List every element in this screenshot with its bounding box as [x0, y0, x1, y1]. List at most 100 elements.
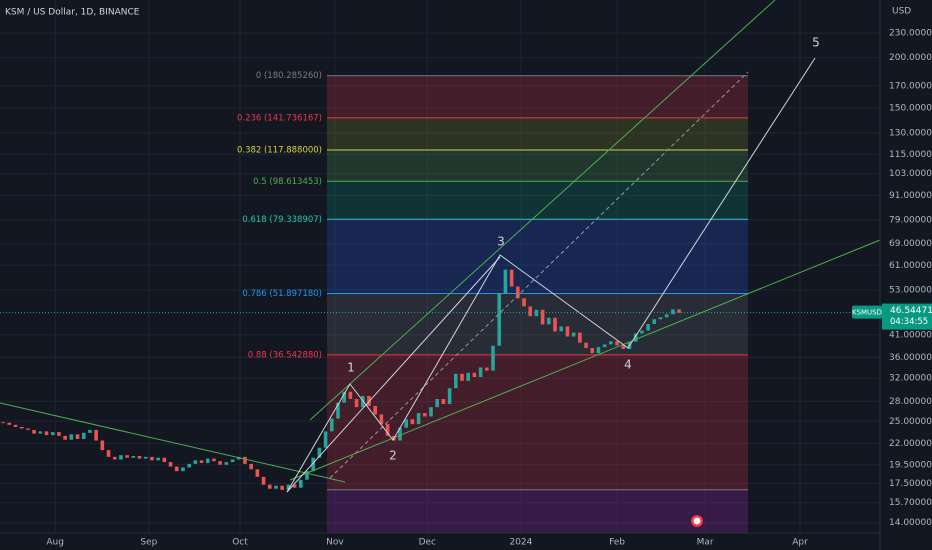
trend-line: [289, 239, 881, 481]
candles: [1, 269, 681, 490]
wave-label: 3: [497, 235, 505, 249]
candle: [553, 317, 557, 332]
x-tick-label: Sep: [140, 538, 157, 548]
candle: [224, 462, 229, 465]
grid: [0, 0, 880, 533]
candle: [7, 422, 12, 425]
event-icon: [693, 517, 701, 525]
x-tick-label: Aug: [46, 538, 64, 548]
fib-label: 0 (180.285260): [256, 71, 322, 81]
wave-label: 2: [389, 449, 397, 463]
wave-line: [286, 256, 501, 493]
fib-label: 0.5 (98.613453): [253, 177, 322, 187]
y-tick-label: 28.000000: [889, 397, 932, 407]
candle: [13, 424, 18, 427]
wave-label: 4: [624, 358, 632, 372]
fib-band: [327, 219, 748, 294]
candle: [187, 463, 191, 468]
y-tick-label: 22.000000: [889, 439, 932, 449]
candle: [311, 457, 315, 472]
candle: [323, 431, 328, 448]
candle: [298, 479, 303, 488]
candle: [205, 458, 210, 463]
axes: 230.000000 200.000000 170.000000 150.000000…: [46, 29, 932, 548]
candle: [590, 348, 595, 354]
candle: [472, 372, 477, 378]
y-tick-label: 170.000000: [889, 82, 932, 92]
candle: [410, 419, 415, 425]
candle: [57, 432, 61, 436]
y-tick-label: 150.000000: [889, 103, 932, 113]
fib-band: [327, 354, 748, 490]
candle: [342, 391, 346, 403]
y-tick-label: 103.000000: [889, 169, 932, 179]
candle: [354, 398, 359, 408]
fib-band: [327, 489, 748, 533]
candle: [516, 286, 520, 299]
candle: [534, 309, 539, 317]
candle: [243, 456, 247, 464]
candle: [379, 414, 384, 425]
candle: [218, 461, 222, 465]
fib-band: [327, 293, 748, 355]
fib-band: [327, 150, 748, 182]
y-tick-label: 15.700000: [889, 498, 932, 508]
y-tick-label: 200.000000: [889, 53, 932, 63]
candle: [423, 413, 427, 417]
x-tick-label: Nov: [326, 538, 344, 548]
candle: [547, 317, 551, 325]
candle: [94, 429, 98, 441]
candle: [261, 476, 266, 485]
candle: [168, 462, 173, 467]
countdown-label: 04:34:55: [890, 317, 928, 327]
fib-retracement: 0 (180.285260) 0.236 (141.736167) 0.382 (1…: [237, 71, 748, 533]
candle: [485, 367, 489, 371]
x-tick-label: Mar: [697, 538, 714, 548]
candle: [404, 419, 409, 428]
x-tick-label: 2024: [509, 538, 532, 548]
candle: [609, 341, 613, 345]
y-tick-label: 41.000000: [889, 330, 932, 340]
candle: [26, 428, 30, 430]
candle: [69, 434, 74, 440]
candle: [255, 469, 260, 477]
price-axis-panel: [880, 0, 932, 550]
candle: [658, 317, 663, 320]
candle: [88, 429, 92, 433]
candle: [19, 426, 24, 429]
candle: [478, 367, 483, 378]
candle: [497, 293, 502, 346]
candle: [181, 467, 185, 472]
x-tick-label: Dec: [419, 538, 436, 548]
y-tick-label: 115.000000: [889, 150, 932, 160]
candle: [435, 398, 440, 408]
candle: [100, 440, 105, 451]
candle: [373, 405, 377, 415]
candle: [584, 342, 588, 349]
candle: [571, 332, 576, 337]
y-tick-label: 19.500000: [889, 460, 932, 470]
candle: [267, 484, 272, 489]
price-tag: [882, 303, 932, 330]
y-tick-label: 32.000000: [889, 374, 932, 384]
candle: [671, 309, 675, 315]
candle: [292, 484, 297, 488]
fib-band: [327, 181, 748, 220]
candle: [646, 324, 650, 331]
candle: [522, 298, 526, 307]
last-price-label: 46.544711: [890, 306, 932, 316]
candle: [398, 427, 402, 441]
candle: [131, 456, 136, 458]
candle: [633, 333, 638, 342]
x-tick-label: Apr: [792, 538, 808, 548]
candle: [119, 455, 123, 460]
y-tick-label: 53.000000: [889, 285, 932, 295]
candle: [317, 447, 322, 458]
candle: [230, 459, 235, 463]
candle: [75, 434, 80, 439]
x-tick-label: Oct: [232, 538, 248, 548]
candle: [336, 402, 340, 419]
candle: [578, 332, 582, 343]
y-tick-label: 17.500000: [889, 479, 932, 489]
wave-label: 1: [347, 361, 355, 375]
